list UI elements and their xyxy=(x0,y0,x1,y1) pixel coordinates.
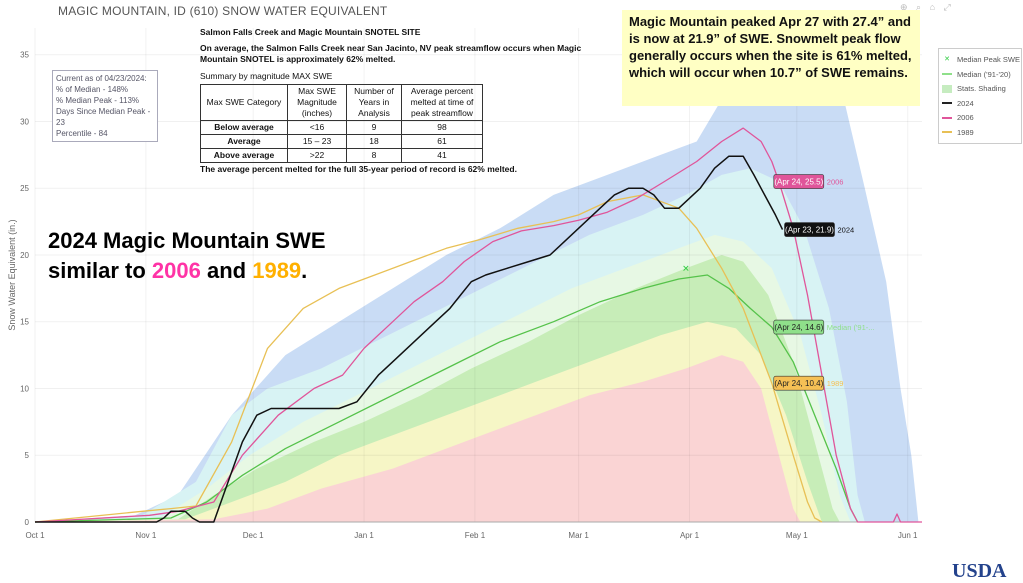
series-line-1989 xyxy=(34,194,823,523)
callout-box: Magic Mountain peaked Apr 27 with 27.4” … xyxy=(622,10,920,106)
summary-heading: Salmon Falls Creek and Magic Mountain SN… xyxy=(200,27,421,37)
value-tag-series-name: Median ('91-... xyxy=(827,323,875,332)
summary-table: Max SWE Category Max SWE Magnitude (inch… xyxy=(200,84,483,163)
table-cell: 8 xyxy=(346,148,402,163)
headline-year-2006: 2006 xyxy=(151,258,201,283)
y-tick-label: 0 xyxy=(25,518,30,527)
legend: ✕ Median Peak SWE Median ('91-'20) Stats. S… xyxy=(938,48,1022,144)
legend-item[interactable]: Stats. Shading xyxy=(942,84,1006,93)
legend-swatch: ✕ xyxy=(944,55,950,63)
x-tick-label: Oct 1 xyxy=(25,531,45,540)
current-info-line: % Median Peak - 113% xyxy=(56,96,140,105)
x-tick-label: Dec 1 xyxy=(243,531,264,540)
x-tick-label: Feb 1 xyxy=(465,531,486,540)
headline-and: and xyxy=(200,258,253,283)
table-cell: 15 – 23 xyxy=(287,134,347,149)
legend-swatch xyxy=(942,116,952,119)
value-tag-label: (Apr 24, 10.4) xyxy=(774,379,823,388)
median-peak-marker: ✕ xyxy=(682,264,690,274)
table-header: Average percent melted at time of peak s… xyxy=(401,84,483,121)
table-header: Max SWE Magnitude (inches) xyxy=(287,84,347,121)
y-tick-label: 20 xyxy=(20,251,29,260)
table-row: Below average <16 9 98 xyxy=(200,120,483,135)
table-header-row: Max SWE Category Max SWE Magnitude (inch… xyxy=(200,84,483,121)
table-cell: 18 xyxy=(346,134,402,149)
legend-item[interactable]: ✕ Median Peak SWE xyxy=(942,55,1020,64)
table-cell: >22 xyxy=(287,148,347,163)
table-cell: 41 xyxy=(401,148,483,163)
value-tag-series-name: 2006 xyxy=(827,178,844,187)
x-tick-label: Nov 1 xyxy=(135,531,156,540)
legend-label: 2024 xyxy=(957,98,974,108)
y-tick-label: 10 xyxy=(20,384,29,393)
table-cell: Average xyxy=(200,134,288,149)
table-header: Max SWE Category xyxy=(200,84,288,121)
x-tick-label: Jan 1 xyxy=(354,531,374,540)
legend-item[interactable]: Median ('91-'20) xyxy=(942,70,1011,79)
table-cell: 61 xyxy=(401,134,483,149)
value-tag xyxy=(773,319,825,335)
y-tick-label: 5 xyxy=(25,451,30,460)
value-tag-label: (Apr 24, 14.6) xyxy=(774,323,823,332)
legend-label: 1989 xyxy=(957,127,974,137)
x-tick-label: May 1 xyxy=(786,531,808,540)
chart-title: MAGIC MOUNTAIN, ID (610) SNOW WATER EQUI… xyxy=(58,4,388,18)
legend-label: Median ('91-'20) xyxy=(957,69,1011,79)
headline-line2: similar to 2006 and 1989. xyxy=(48,256,326,286)
legend-swatch xyxy=(942,102,952,104)
headline: 2024 Magic Mountain SWE similar to 2006 … xyxy=(48,226,326,286)
y-tick-label: 15 xyxy=(20,318,29,327)
value-tag xyxy=(773,375,825,391)
value-tag xyxy=(784,222,835,237)
legend-label: Stats. Shading xyxy=(957,84,1006,93)
current-info-box: Current as of 04/23/2024: % of Median - … xyxy=(52,70,158,142)
x-tick-label: Mar 1 xyxy=(568,531,589,540)
toolbar-icons[interactable]: ⊕ ⌕ ⌂ ⤢ xyxy=(900,2,954,12)
summary-footnote: The average percent melted for the full … xyxy=(200,164,517,174)
legend-item[interactable]: 1989 xyxy=(942,128,974,137)
headline-line1: 2024 Magic Mountain SWE xyxy=(48,228,326,253)
x-tick-label: Apr 1 xyxy=(680,531,700,540)
summary-table-caption: Summary by magnitude MAX SWE xyxy=(200,71,333,81)
series-line-2006 xyxy=(34,127,922,523)
y-tick-label: 25 xyxy=(20,184,29,193)
table-cell: Below average xyxy=(200,120,288,135)
usda-logo-text: USDA xyxy=(952,560,1007,582)
table-cell: <16 xyxy=(287,120,347,135)
table-row: Average 15 – 23 18 61 xyxy=(200,134,483,149)
value-tag-label: (Apr 23, 21.9) xyxy=(785,226,834,235)
legend-swatch xyxy=(942,131,952,133)
table-cell: Above average xyxy=(200,148,288,163)
x-tick-label: Jun 1 xyxy=(898,531,918,540)
legend-swatch xyxy=(942,73,952,75)
value-tag-label: (Apr 24, 25.5) xyxy=(774,178,823,187)
table-cell: 98 xyxy=(401,120,483,135)
headline-prefix: similar to xyxy=(48,258,152,283)
legend-label: Median Peak SWE xyxy=(957,55,1020,64)
y-tick-label: 35 xyxy=(20,51,29,60)
band-min xyxy=(35,355,801,522)
table-header: Number of Years in Analysis xyxy=(346,84,402,121)
value-tag-series-name: 2024 xyxy=(838,226,855,235)
summary-paragraph: On average, the Salmon Falls Creek near … xyxy=(200,43,582,64)
value-tag-series-name: 1989 xyxy=(827,379,844,388)
headline-suffix: . xyxy=(301,258,308,283)
current-info-line: Days Since Median Peak - 23 xyxy=(56,107,151,127)
summary-panel: Salmon Falls Creek and Magic Mountain SN… xyxy=(200,27,620,175)
table-row: Above average >22 8 41 xyxy=(200,148,483,163)
value-tag xyxy=(773,174,825,189)
series-line-2024 xyxy=(35,155,784,523)
table-cell: 9 xyxy=(346,120,402,135)
y-tick-label: 30 xyxy=(20,117,29,126)
legend-item[interactable]: 2006 xyxy=(942,113,974,122)
legend-label: 2006 xyxy=(957,113,974,122)
current-info-line: % of Median - 148% xyxy=(56,85,129,94)
headline-year-1989: 1989 xyxy=(252,258,302,283)
legend-swatch xyxy=(942,84,952,93)
y-axis-label: Snow Water Equivalent (in.) xyxy=(7,219,17,330)
current-info-line: Current as of 04/23/2024: xyxy=(56,74,147,83)
legend-item[interactable]: 2024 xyxy=(942,99,974,108)
current-info-line: Percentile - 84 xyxy=(56,129,108,138)
